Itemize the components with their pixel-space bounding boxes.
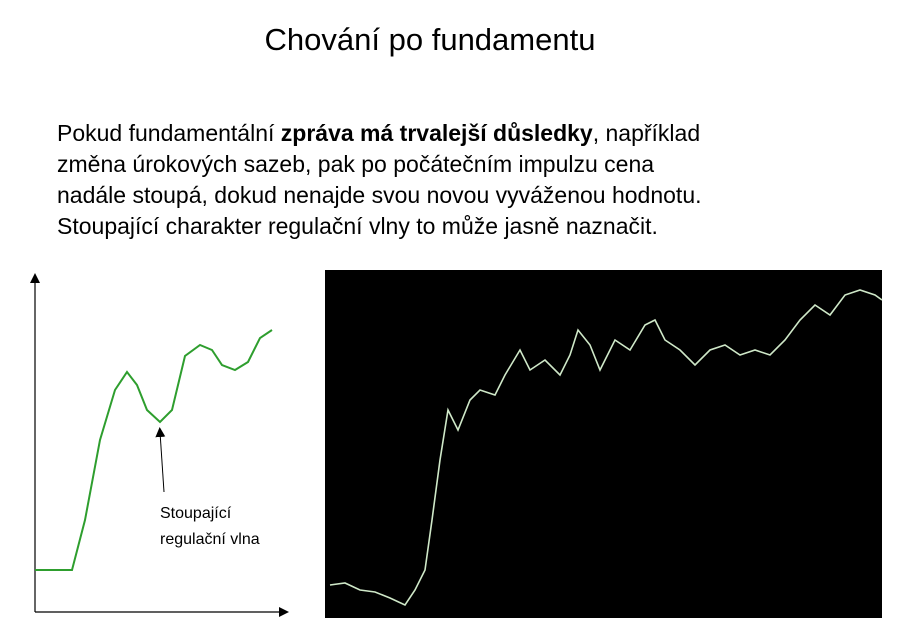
text: , například <box>592 120 701 146</box>
text: Stoupající charakter regulační vlny to m… <box>57 213 658 239</box>
price-chart-line <box>329 289 883 607</box>
text: nadále stoupá, dokud nenajde svou novou … <box>57 182 702 208</box>
annotation: regulační vlna <box>160 531 260 548</box>
bold-text: zpráva má trvalejší důsledky <box>280 120 593 146</box>
schematic-line <box>35 329 273 571</box>
annotation-arrow <box>155 427 166 493</box>
text: změna úrokových sazeb, pak po počátečním… <box>57 151 655 177</box>
text: Pokud fundamentální <box>57 120 281 146</box>
price-chart-background <box>325 270 882 618</box>
slide-title: Chování po fundamentu <box>264 22 596 57</box>
annotation: Stoupající <box>160 505 232 522</box>
paragraph: Pokud fundamentální zpráva má trvalejší … <box>57 118 702 242</box>
